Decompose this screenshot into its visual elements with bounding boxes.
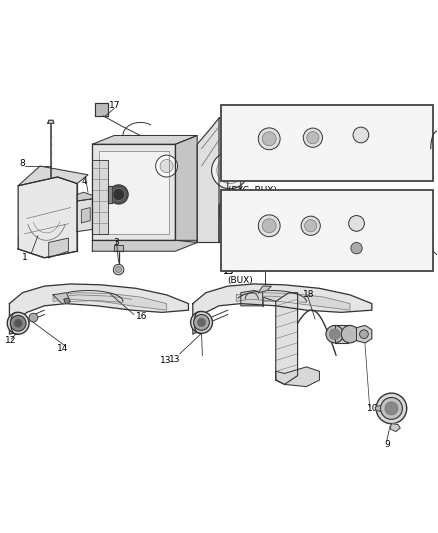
Text: 9: 9 [384,440,390,449]
Text: 3: 3 [114,238,120,247]
Polygon shape [193,284,372,323]
Circle shape [155,155,177,177]
Text: 18: 18 [416,224,427,233]
Polygon shape [10,284,188,323]
Circle shape [212,152,248,189]
Circle shape [341,326,359,343]
Circle shape [217,157,243,183]
Polygon shape [92,159,108,234]
Text: 1: 1 [21,253,28,262]
Polygon shape [53,293,71,304]
Circle shape [262,132,276,146]
Polygon shape [258,286,272,293]
Text: (BUX): (BUX) [228,276,254,285]
Polygon shape [197,116,228,243]
Circle shape [329,329,340,340]
Circle shape [301,216,320,236]
Polygon shape [193,314,201,334]
Circle shape [258,128,280,150]
Circle shape [258,215,280,237]
Text: 15: 15 [223,267,234,276]
Polygon shape [230,119,424,168]
Text: 14: 14 [57,344,68,353]
Circle shape [262,219,276,233]
Polygon shape [10,314,18,334]
Polygon shape [390,424,400,432]
Circle shape [349,215,364,231]
Polygon shape [219,205,221,219]
Polygon shape [92,135,197,144]
Polygon shape [276,367,319,386]
Text: 4: 4 [81,177,87,186]
Circle shape [7,312,29,334]
Polygon shape [53,293,166,310]
Polygon shape [48,120,54,123]
Polygon shape [175,135,197,243]
Polygon shape [335,326,348,343]
Circle shape [109,185,128,204]
Circle shape [303,128,322,147]
Circle shape [194,314,209,330]
Polygon shape [18,177,77,258]
Bar [221,190,433,271]
Text: 13: 13 [159,356,171,365]
Polygon shape [357,326,372,343]
Polygon shape [99,151,169,234]
Circle shape [353,127,369,143]
Text: 12: 12 [5,336,17,345]
Circle shape [385,402,398,415]
Circle shape [14,319,22,328]
Polygon shape [375,405,381,411]
Circle shape [113,188,125,200]
Polygon shape [241,290,263,306]
Text: 10: 10 [367,404,378,413]
Polygon shape [64,298,70,304]
Circle shape [191,311,212,333]
Polygon shape [276,293,297,384]
Polygon shape [92,144,175,240]
Bar [221,105,433,181]
Polygon shape [18,166,88,185]
Text: 18: 18 [303,289,315,298]
Circle shape [376,393,407,424]
Polygon shape [77,192,92,201]
Circle shape [160,159,173,173]
Circle shape [304,220,317,232]
Circle shape [29,313,38,322]
Polygon shape [108,185,112,203]
Text: (EXC. BUX): (EXC. BUX) [228,187,277,196]
Text: 18: 18 [416,135,427,144]
Circle shape [326,326,343,343]
Polygon shape [49,238,68,258]
Circle shape [360,330,368,338]
Text: 15: 15 [223,267,234,276]
Text: 17: 17 [109,101,120,110]
Polygon shape [230,204,424,257]
Circle shape [197,318,206,327]
Text: 8: 8 [19,159,25,168]
Text: 11: 11 [409,254,420,263]
Text: 13: 13 [169,356,180,365]
Circle shape [113,264,124,275]
Polygon shape [237,293,350,310]
Circle shape [381,398,403,419]
Text: 16: 16 [136,312,148,321]
Polygon shape [230,124,261,162]
Circle shape [351,243,362,254]
Polygon shape [77,199,92,231]
Polygon shape [230,211,261,250]
Polygon shape [95,103,108,116]
Polygon shape [219,111,241,243]
Circle shape [307,132,319,144]
Polygon shape [114,245,123,251]
Polygon shape [81,207,90,223]
Polygon shape [92,240,197,251]
Circle shape [116,266,122,272]
Circle shape [11,316,26,331]
